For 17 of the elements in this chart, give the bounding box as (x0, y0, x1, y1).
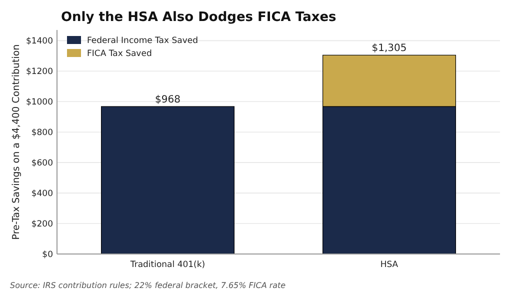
legend-label: Federal Income Tax Saved (87, 36, 198, 46)
source-note: Source: IRS contribution rules; 22% federal bracket, 7.65% FICA rate (10, 281, 286, 290)
y-tick-label: $400 (31, 189, 53, 200)
x-tick-label: HSA (380, 260, 398, 270)
total-label: $1,305 (372, 43, 407, 54)
y-axis-title: Pre-Tax Savings on a $4,400 Contribution (11, 44, 22, 240)
y-tick-label: $1000 (26, 98, 53, 108)
total-label: $968 (155, 94, 180, 106)
y-tick-label: $1400 (26, 36, 53, 47)
legend-label: FICA Tax Saved (87, 49, 152, 59)
x-tick-label: Traditional 401(k) (129, 260, 206, 270)
y-tick-label: $0 (42, 250, 53, 260)
y-tick-label: $200 (31, 220, 53, 230)
y-tick-label: $1200 (26, 67, 53, 78)
y-tick-label: $600 (31, 158, 53, 169)
y-tick-label: $800 (31, 128, 53, 138)
chart-title: Only the HSA Also Dodges FICA Taxes (61, 10, 337, 25)
